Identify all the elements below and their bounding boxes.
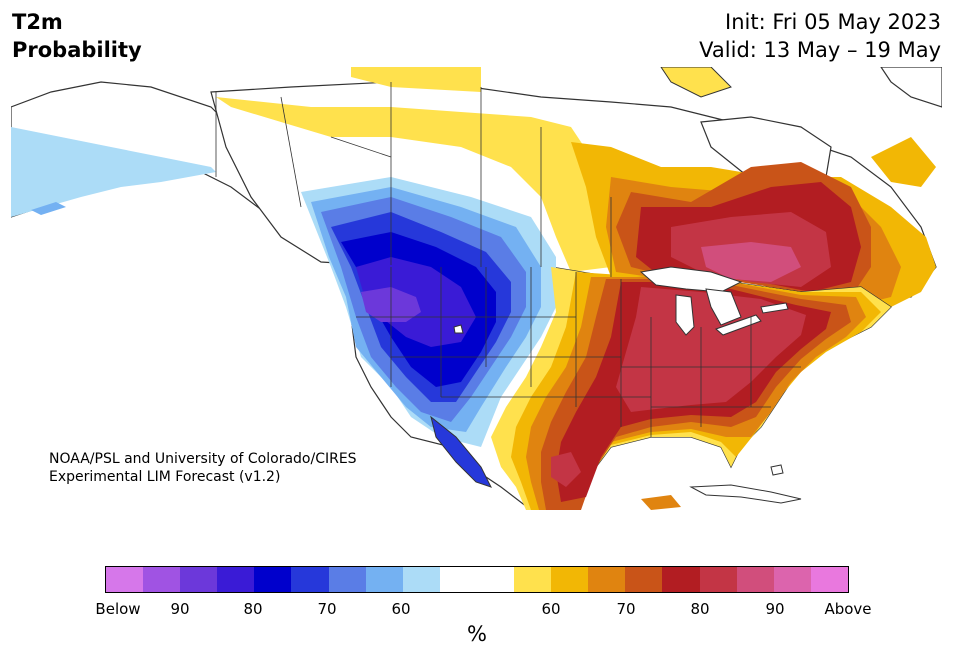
credit-text: NOAA/PSL and University of Colorado/CIRE… [49,450,357,486]
colorbar-tick-label: Below [95,600,141,618]
lake-superior [639,266,743,293]
alaska-below-65 [31,202,66,215]
state-borders [356,267,801,437]
colorbar-segment [439,567,477,592]
canada-above-60 [216,97,611,272]
colorbar-segment [476,567,515,592]
lake-michigan [675,294,695,336]
arctic-above-60 [351,67,481,92]
credit-line-2: Experimental LIM Forecast (v1.2) [49,469,281,485]
chart-title: T2m Probability [12,8,142,64]
colorbar-tick-label: Above [824,600,872,618]
labrador-above-65 [871,137,936,187]
lake-erie [715,314,762,336]
cuba-above-70 [641,495,681,510]
alaska-below-60 [11,127,216,217]
colorbar-segment [662,567,700,592]
colorbar-segment [773,567,811,592]
colorbar-segment [254,567,292,592]
colorbar-tick-label: 80 [243,600,263,618]
baffin-above-60 [660,67,732,98]
colorbar-segment [699,567,737,592]
colorbar-segment [810,567,848,592]
colorbar-segment [588,567,626,592]
colorbar-segment [402,567,440,592]
great-salt-lake [453,324,464,334]
colorbar-segment [328,567,366,592]
colorbar-segment [365,567,403,592]
texas-above-85 [551,452,581,487]
cuba [689,484,802,504]
title-line-2: Probability [12,38,142,62]
colorbar-segment [551,567,589,592]
colorbar-unit: % [467,622,487,646]
colorbar-segment [291,567,329,592]
colorbar-segment [514,567,552,592]
colorbar-tick-label: 70 [616,600,636,618]
title-line-1: T2m [12,10,63,34]
valid-range: Valid: 13 May – 19 May [699,38,941,62]
init-date: Init: Fri 05 May 2023 [725,10,941,34]
probability-map [11,67,942,510]
colorbar-segment [143,567,181,592]
colorbar-tick-label: 90 [765,600,785,618]
credit-line-1: NOAA/PSL and University of Colorado/CIRE… [49,451,357,467]
bahamas [770,464,784,476]
province-borders [215,82,612,277]
colorbar-segment [736,567,774,592]
colorbar-tick-label: 70 [317,600,337,618]
forecast-dates: Init: Fri 05 May 2023 Valid: 13 May – 19… [699,8,941,64]
lake-ontario [760,302,789,314]
colorbar-segment [106,567,144,592]
greenland [880,67,942,108]
lake-huron [705,288,742,326]
colorbar-tick-label: 60 [391,600,411,618]
colorbar-segment [180,567,218,592]
colorbar-tick-label: 60 [541,600,561,618]
colorbar-segment [217,567,255,592]
colorbar-segment [625,567,663,592]
colorbar-tick-label: 90 [170,600,190,618]
east-canada-above-90 [701,242,801,282]
colorbar [105,566,849,593]
baja-below-80 [430,415,492,488]
colorbar-tick-label: 80 [690,600,710,618]
